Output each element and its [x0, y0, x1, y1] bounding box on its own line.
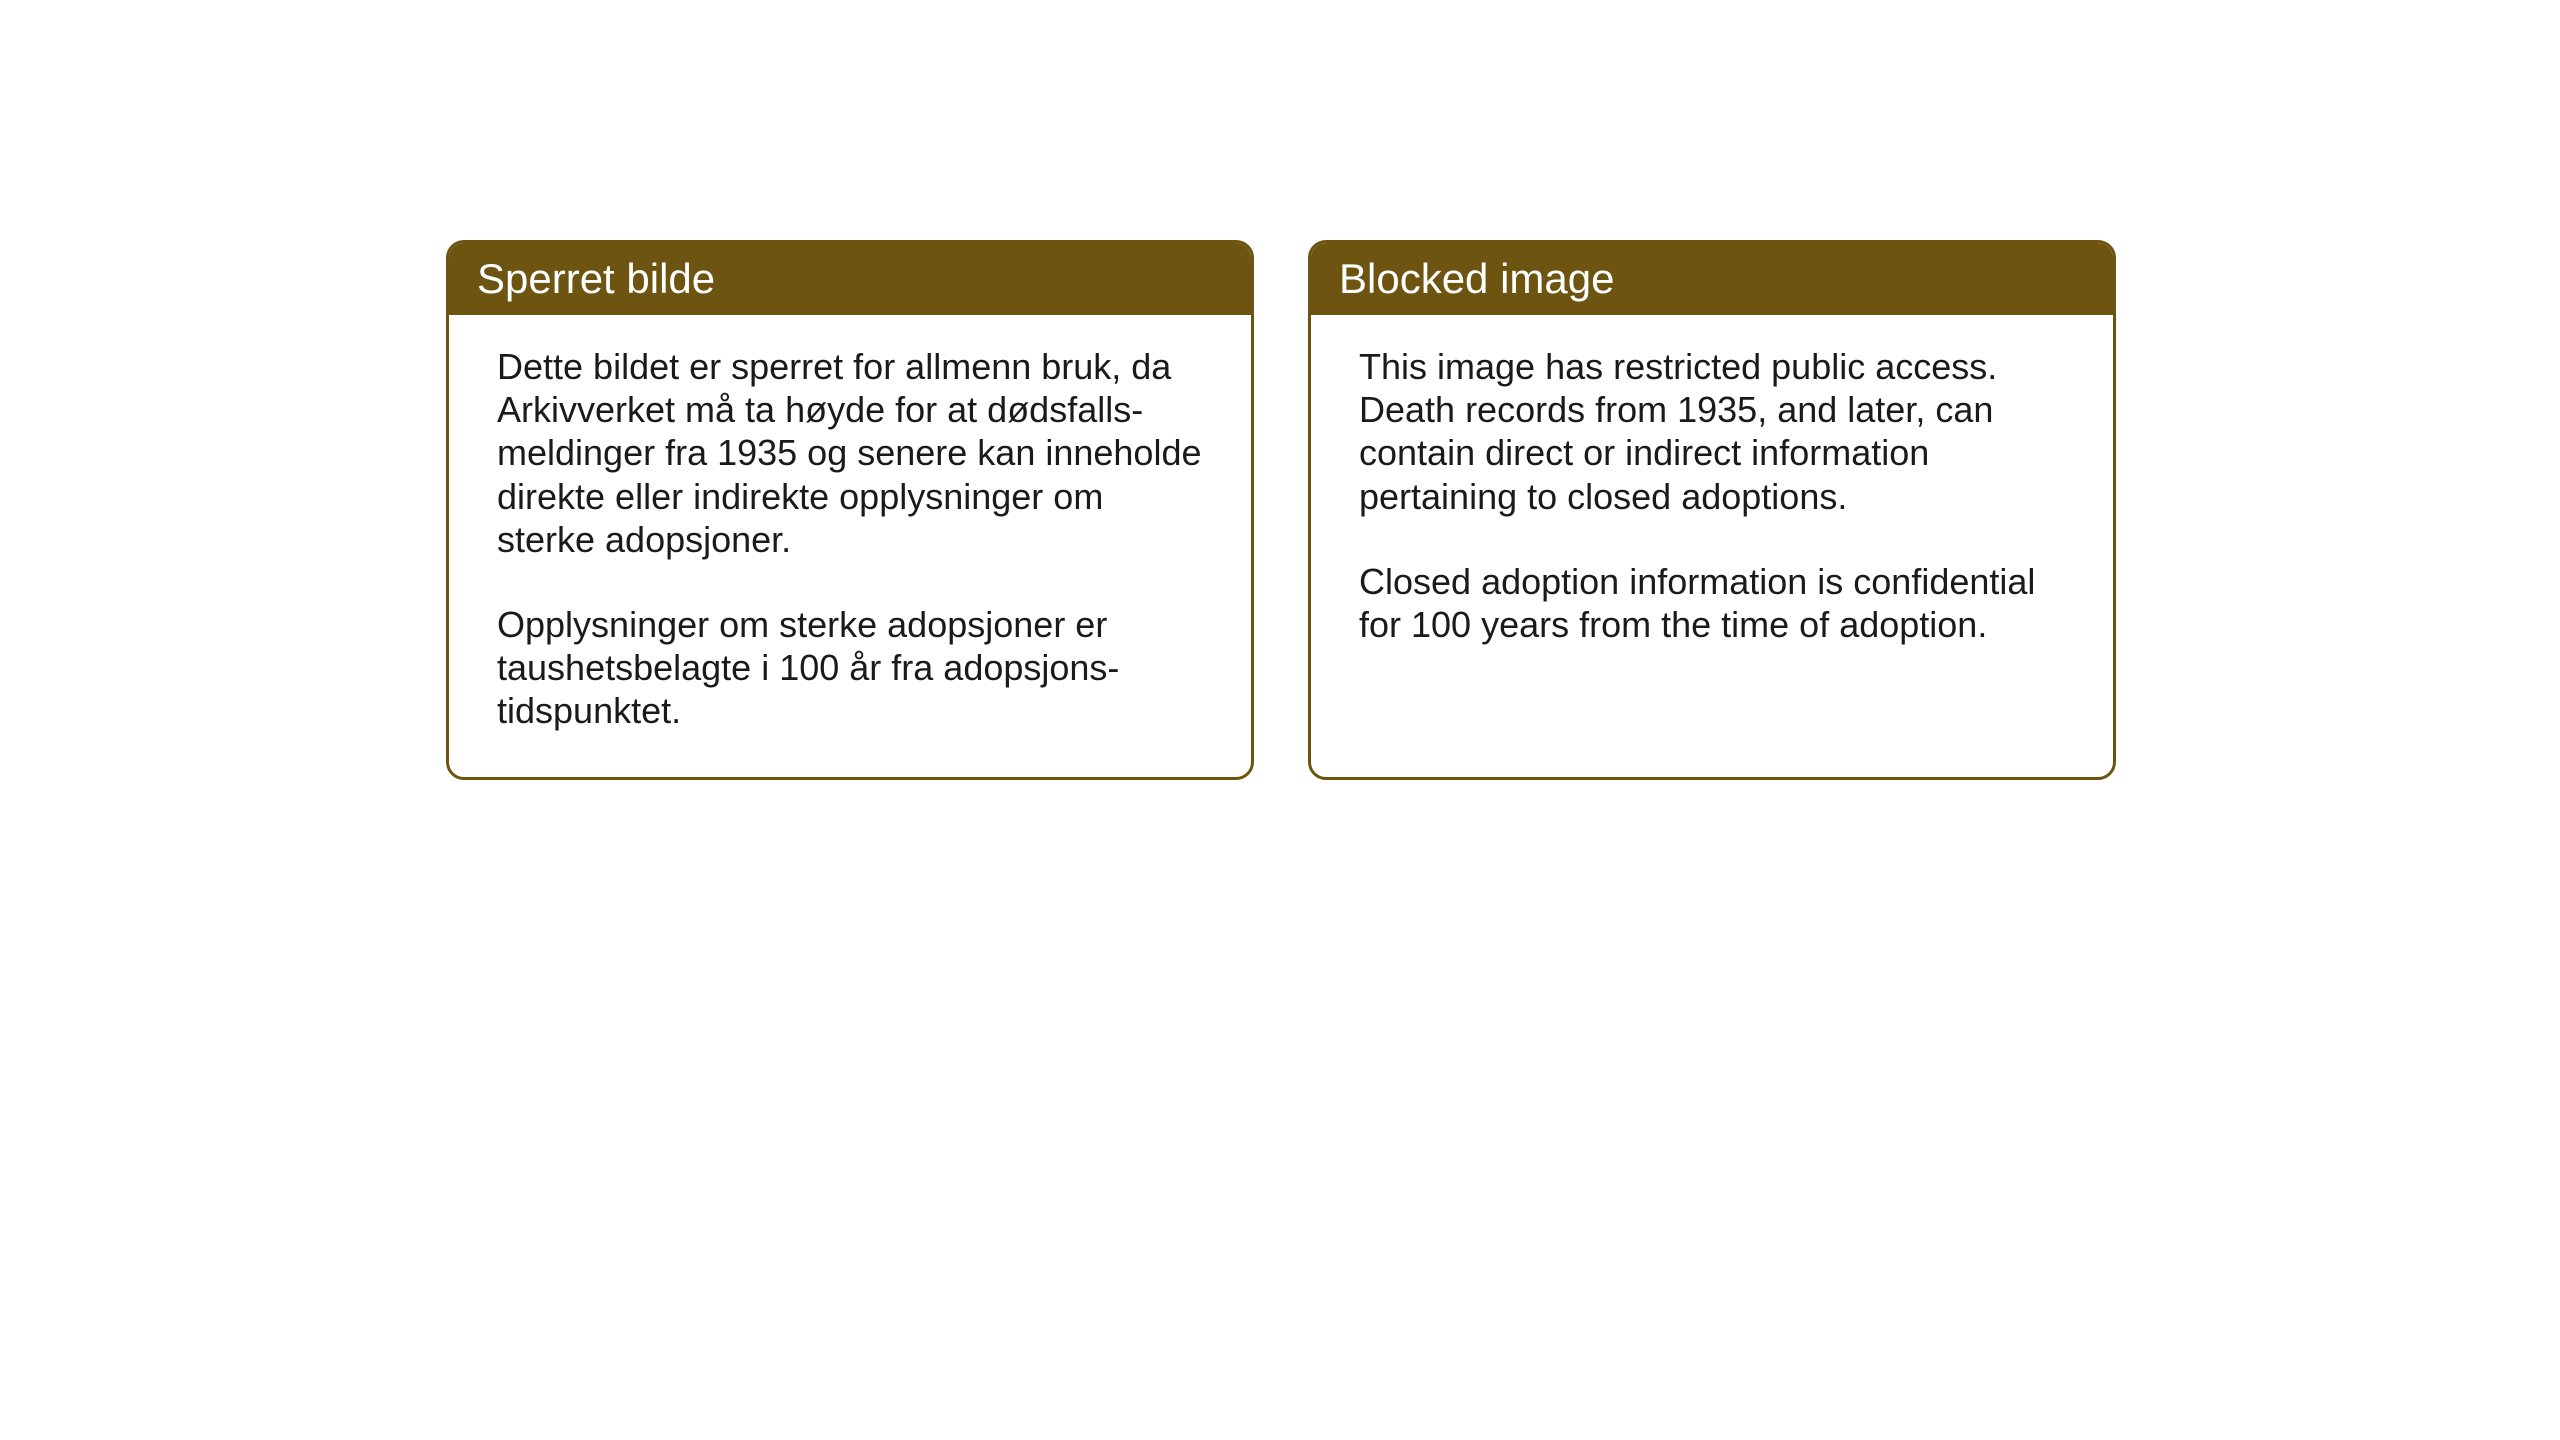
- english-card-body: This image has restricted public access.…: [1311, 315, 2113, 690]
- norwegian-card-title: Sperret bilde: [449, 243, 1251, 315]
- norwegian-paragraph-2: Opplysninger om sterke adopsjoner er tau…: [497, 603, 1203, 733]
- english-card-title: Blocked image: [1311, 243, 2113, 315]
- norwegian-paragraph-1: Dette bildet er sperret for allmenn bruk…: [497, 345, 1203, 561]
- norwegian-card-body: Dette bildet er sperret for allmenn bruk…: [449, 315, 1251, 777]
- notice-cards-container: Sperret bilde Dette bildet er sperret fo…: [446, 240, 2116, 780]
- english-notice-card: Blocked image This image has restricted …: [1308, 240, 2116, 780]
- english-paragraph-1: This image has restricted public access.…: [1359, 345, 2065, 518]
- norwegian-notice-card: Sperret bilde Dette bildet er sperret fo…: [446, 240, 1254, 780]
- english-paragraph-2: Closed adoption information is confident…: [1359, 560, 2065, 646]
